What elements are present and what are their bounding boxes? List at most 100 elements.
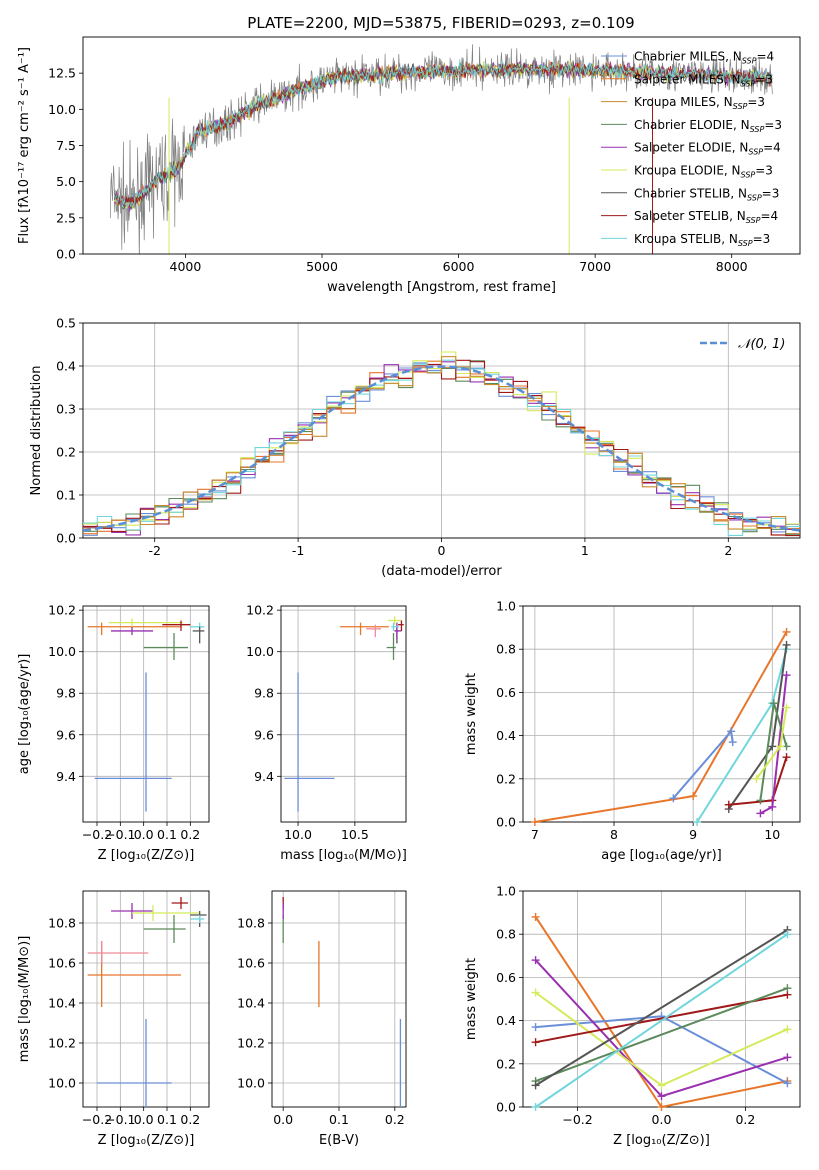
legend-nssp: =3	[762, 186, 780, 200]
y-tick-label: 0.3	[56, 402, 76, 417]
figure-title: PLATE=2200, MJD=53875, FIBERID=0293, z=0…	[247, 14, 634, 32]
x-tick-label: 0.2	[385, 1112, 405, 1127]
legend-label: Kroupa ELODIE, NSSP=3	[634, 164, 773, 180]
legend-subscript: SSP	[748, 148, 763, 157]
axes-age_vs_Z: −0.2−0.10.0 0.1 0.2 9.4 9.6 9.8 10.0 10.2 Z [log…	[17, 603, 210, 863]
errorbar-group-mass_vs_Z	[87, 897, 207, 1107]
legend-subscript: SSP	[742, 57, 757, 66]
y-tick-label: 0.6	[496, 970, 516, 985]
errorbar-group-age_vs_mass	[284, 616, 404, 812]
axes-mass_vs_Z: −0.2−0.10.0 0.1 0.2 10.0 10.2 10.4 10.6 10.8 Z […	[17, 890, 210, 1148]
x-tick-label: 0.2	[735, 1112, 755, 1127]
y-tick-label: 2.5	[56, 210, 76, 225]
x-tick-label: 1	[581, 543, 589, 558]
y-tick-label: 10.2	[237, 1036, 265, 1051]
x-tick-label: 0.0	[652, 1112, 672, 1127]
histogram-group: 𝒩(0, 1)	[82, 337, 801, 537]
y-tick-label: 9.4	[56, 769, 76, 784]
plot-frame	[82, 36, 801, 255]
spectrum-traces	[109, 44, 773, 254]
weight-line	[535, 987, 788, 1083]
legend-subscript: SSP	[747, 193, 762, 202]
x-tick-label: -1	[292, 543, 304, 558]
x-tick-label: 0.1	[157, 1112, 177, 1127]
y-tick-label: 0.0	[56, 531, 76, 546]
x-axis-label: mass [log₁₀(M/M⊙)]	[280, 848, 407, 863]
legend-nssp: =3	[747, 95, 765, 109]
x-tick-label: 7	[531, 827, 539, 842]
weight-line	[535, 993, 788, 1044]
x-axis-label: Z [log₁₀(Z/Z⊙)]	[98, 1133, 195, 1148]
x-tick-label: -2	[148, 543, 160, 558]
x-tick-label: 10	[764, 827, 780, 842]
y-tick-label: 10.0	[48, 644, 76, 659]
legend-nssp: =4	[763, 141, 781, 155]
y-tick-label: 0.4	[496, 1013, 516, 1028]
legend-label-normal: 𝒩(0, 1)	[738, 337, 785, 352]
x-tick-label: 0.1	[157, 827, 177, 842]
y-tick-label: 10.8	[237, 916, 265, 931]
legend-label: Salpeter ELODIE, NSSP=4	[634, 141, 781, 157]
y-tick-label: 0.5	[56, 316, 76, 331]
legend-nssp: =3	[755, 72, 773, 86]
y-tick-label: 9.6	[254, 727, 274, 742]
x-tick-label: 4000	[170, 259, 202, 274]
x-axis-label: age [log₁₀(age/yr)]	[601, 848, 722, 863]
y-tick-label: 10.0	[246, 644, 274, 659]
y-axis-label: mass weight	[464, 958, 479, 1040]
x-axis-label: Z [log₁₀(Z/Z⊙)]	[98, 848, 195, 863]
x-tick-label: 5000	[306, 259, 338, 274]
y-tick-label: 0.0	[496, 1100, 516, 1115]
model-line-kroupa-stelib	[113, 59, 773, 209]
axes-weight_vs_age: 7 8 9 10 0.0 0.2 0.4 0.6 0.8 1.0 age [log₁₀(age/yr…	[464, 599, 801, 863]
histogram-kroupa-miles	[83, 356, 800, 530]
y-tick-label: 9.8	[254, 686, 274, 701]
y-tick-label: 1.0	[496, 884, 516, 899]
legend-label: Kroupa STELIB, NSSP=3	[634, 232, 770, 248]
x-tick-label: 10.0	[284, 827, 312, 842]
legend-nssp: =3	[755, 164, 773, 178]
legend-subscript: SSP	[738, 239, 753, 248]
x-tick-label: 0.1	[329, 1112, 349, 1127]
y-tick-label: 7.5	[56, 138, 76, 153]
x-axis-label: wavelength [Angstrom, rest frame]	[327, 280, 556, 295]
y-tick-label: 10.8	[48, 916, 76, 931]
y-tick-label: 12.5	[48, 66, 76, 81]
y-tick-label: 0.8	[496, 927, 516, 942]
legend-nssp: =3	[753, 232, 771, 246]
x-tick-label: 0	[438, 543, 446, 558]
weight-lines-weight_vs_age	[530, 627, 791, 826]
y-tick-label: 0.4	[56, 359, 76, 374]
legend-label: Kroupa MILES, NSSP=3	[634, 95, 765, 111]
x-tick-label: −0.2	[562, 1112, 592, 1127]
y-tick-label: 9.6	[56, 727, 76, 742]
legend-label-text: Kroupa ELODIE, N	[634, 164, 741, 178]
y-axis-label: mass weight	[464, 673, 479, 755]
legend-nssp: =4	[760, 209, 778, 223]
x-axis-label: Z [log₁₀(Z/Z⊙)]	[613, 1133, 710, 1148]
y-axis-label: Flux [fλ10⁻¹⁷ erg cm⁻² s⁻¹ A⁻¹]	[17, 47, 32, 244]
weight-line	[534, 631, 788, 823]
y-tick-label: 10.4	[237, 996, 265, 1011]
x-tick-label: 0.0	[273, 1112, 293, 1127]
x-tick-label: 8000	[716, 259, 748, 274]
plot-frame	[280, 605, 407, 823]
plot-frame	[82, 605, 210, 823]
x-axis-label: (data-model)/error	[381, 564, 502, 579]
y-tick-label: 10.0	[237, 1076, 265, 1091]
legend-label: Chabrier MILES, NSSP=4	[634, 50, 774, 66]
axes-residuals: -2 -1 0 1 2 0.0 0.1 0.2 0.3 0.4 0.5 (data-model)/er…	[29, 316, 801, 579]
x-tick-label: 0.0	[134, 1112, 154, 1127]
x-tick-label: 7000	[579, 259, 611, 274]
y-tick-label: 0.2	[496, 1056, 516, 1071]
axes-weight_vs_Z: −0.2 0.0 0.2 0.0 0.2 0.4 0.6 0.8 1.0 Z [log₁₀(Z/Z…	[464, 884, 801, 1148]
axes-age_vs_mass: 10.0 10.5 9.4 9.6 9.8 10.0 10.2 mass [log₁₀(M/M…	[246, 603, 407, 863]
y-axis-label: age [log₁₀(age/yr)]	[17, 654, 32, 775]
y-tick-label: 10.2	[48, 603, 76, 618]
x-tick-label: −0.1	[105, 827, 135, 842]
legend-label-text: Kroupa STELIB, N	[634, 232, 738, 246]
plot-frame	[271, 890, 407, 1108]
legend-subscript: SSP	[741, 79, 756, 88]
x-tick-label: 10.5	[341, 827, 369, 842]
